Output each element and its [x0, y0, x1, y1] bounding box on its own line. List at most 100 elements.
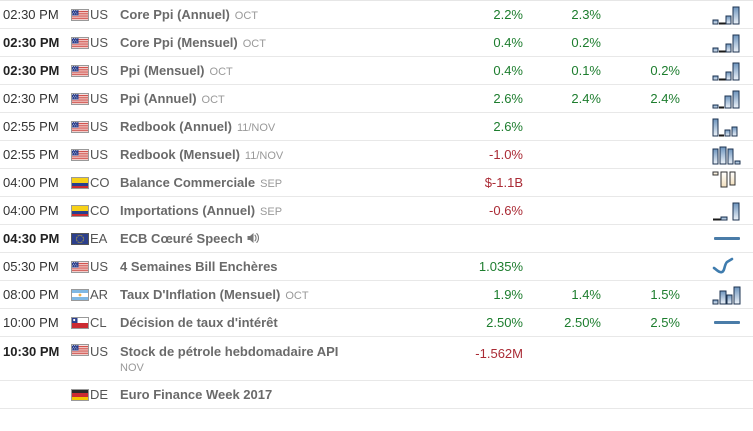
- country-code: CL: [90, 315, 107, 330]
- actual-value: 2.2%: [493, 7, 523, 22]
- event-period: SEP: [260, 206, 283, 218]
- event-link[interactable]: Décision de taux d'intérêt: [120, 315, 278, 330]
- event-cell: Taux D'Inflation (Mensuel) OCT: [120, 287, 443, 302]
- actual-value: 2.6%: [493, 91, 523, 106]
- event-period: OCT: [209, 66, 233, 78]
- chart-icon-empty: [680, 342, 753, 346]
- co-flag-icon: [71, 176, 89, 189]
- table-row: 05:30 PM US 4 Semaines Bill Enchères 1.035%: [0, 253, 753, 281]
- mini-chart-icon[interactable]: [680, 255, 753, 278]
- mini-chart-icon[interactable]: [680, 311, 753, 334]
- country-code: EA: [90, 231, 108, 246]
- mini-chart-icon[interactable]: [680, 143, 753, 166]
- mini-chart-icon[interactable]: [680, 171, 753, 194]
- flag-cell: [68, 120, 90, 133]
- event-link[interactable]: Taux D'Inflation (Mensuel): [120, 287, 281, 302]
- actual-value: 0.4%: [493, 63, 523, 78]
- event-link[interactable]: ECB Cœuré Speech: [120, 231, 243, 246]
- flag-cell: [68, 176, 90, 189]
- actual-value: 2.50%: [486, 315, 523, 330]
- forecast-value: 2.50%: [564, 315, 601, 330]
- event-time: 02:30 PM: [3, 91, 59, 106]
- event-period: OCT: [285, 290, 309, 302]
- table-row: 02:30 PM US Ppi (Annuel) OCT 2.6% 2.4% 2.4%: [0, 85, 753, 113]
- event-link[interactable]: Ppi (Annuel): [120, 91, 197, 106]
- us-flag-icon: [71, 64, 89, 77]
- country-code: US: [90, 119, 109, 134]
- event-cell: Ppi (Annuel) OCT: [120, 91, 443, 106]
- mini-chart-icon[interactable]: [680, 227, 753, 250]
- country-code: US: [90, 35, 109, 50]
- event-cell: ECB Cœuré Speech: [120, 231, 443, 246]
- actual-value: 2.6%: [493, 119, 523, 134]
- event-time: 02:30 PM: [3, 63, 60, 78]
- forecast-value: 2.3%: [571, 7, 601, 22]
- flag-cell: [68, 232, 90, 245]
- event-time: 02:55 PM: [3, 147, 59, 162]
- event-cell: Redbook (Mensuel) 11/NOV: [120, 147, 443, 162]
- actual-value: 1.035%: [478, 259, 523, 274]
- event-cell: Euro Finance Week 2017: [120, 387, 443, 402]
- table-row: 02:30 PM US Core Ppi (Annuel) OCT 2.2% 2.3%: [0, 1, 753, 29]
- event-link[interactable]: Balance Commerciale: [120, 175, 256, 190]
- country-code: US: [90, 344, 109, 359]
- flag-cell: [68, 388, 90, 401]
- event-period: OCT: [242, 38, 266, 50]
- country-code: CO: [90, 203, 110, 218]
- event-period: 11/NOV: [244, 150, 284, 162]
- forecast-value: 0.1%: [571, 63, 601, 78]
- forecast-value: 1.4%: [571, 287, 601, 302]
- mini-chart-icon[interactable]: [680, 31, 753, 54]
- event-cell: 4 Semaines Bill Enchères: [120, 259, 443, 274]
- event-link[interactable]: Redbook (Annuel): [120, 119, 232, 134]
- us-flag-icon: [71, 36, 89, 49]
- flag-cell: [68, 36, 90, 49]
- event-link[interactable]: Stock de pétrole hebdomadaire API: [120, 344, 339, 359]
- table-row: 04:00 PM CO Balance Commerciale SEP $-1.1B: [0, 169, 753, 197]
- mini-chart-icon[interactable]: [680, 87, 753, 110]
- event-link[interactable]: Core Ppi (Mensuel): [120, 35, 238, 50]
- event-cell: Redbook (Annuel) 11/NOV: [120, 119, 443, 134]
- table-row: DE Euro Finance Week 2017: [0, 381, 753, 409]
- flag-cell: [68, 260, 90, 273]
- cl-flag-icon: [71, 316, 89, 329]
- actual-value: -1.0%: [489, 147, 523, 162]
- mini-chart-icon[interactable]: [680, 59, 753, 82]
- table-row: 04:00 PM CO Importations (Annuel) SEP -0.6%: [0, 197, 753, 225]
- mini-chart-icon[interactable]: [680, 283, 753, 306]
- event-link[interactable]: Ppi (Mensuel): [120, 63, 205, 78]
- actual-value: -1.562M: [475, 346, 523, 361]
- country-code: CO: [90, 175, 110, 190]
- eu-flag-icon: [71, 232, 89, 245]
- flag-cell: [68, 288, 90, 301]
- event-link[interactable]: Euro Finance Week 2017: [120, 387, 273, 402]
- forecast-value: 2.4%: [571, 91, 601, 106]
- event-period: OCT: [234, 10, 259, 22]
- us-flag-icon: [71, 344, 89, 356]
- us-flag-icon: [71, 92, 89, 105]
- ar-flag-icon: [71, 288, 89, 301]
- event-link[interactable]: Redbook (Mensuel): [120, 147, 240, 162]
- country-code: AR: [90, 287, 109, 302]
- flag-cell: [68, 204, 90, 217]
- flag-cell: [68, 342, 90, 356]
- actual-value: -0.6%: [489, 203, 523, 218]
- table-row: 10:00 PM CL Décision de taux d'intérêt 2.50…: [0, 309, 753, 337]
- co-flag-icon: [71, 204, 89, 217]
- table-row: 02:55 PM US Redbook (Annuel) 11/NOV 2.6%: [0, 113, 753, 141]
- event-cell: Ppi (Mensuel) OCT: [120, 63, 443, 78]
- previous-value: 0.2%: [650, 63, 680, 78]
- event-link[interactable]: 4 Semaines Bill Enchères: [120, 259, 278, 274]
- previous-value: [601, 342, 680, 346]
- event-period: NOV: [120, 362, 144, 374]
- event-link[interactable]: Core Ppi (Annuel): [120, 7, 230, 22]
- event-time: 10:30 PM: [3, 344, 60, 359]
- event-cell: Importations (Annuel) SEP: [120, 203, 443, 218]
- event-link[interactable]: Importations (Annuel): [120, 203, 256, 218]
- mini-chart-icon[interactable]: [680, 115, 753, 138]
- country-code: DE: [90, 387, 109, 402]
- mini-chart-icon[interactable]: [680, 199, 753, 222]
- speaker-icon: [247, 233, 259, 243]
- mini-chart-icon[interactable]: [680, 3, 753, 26]
